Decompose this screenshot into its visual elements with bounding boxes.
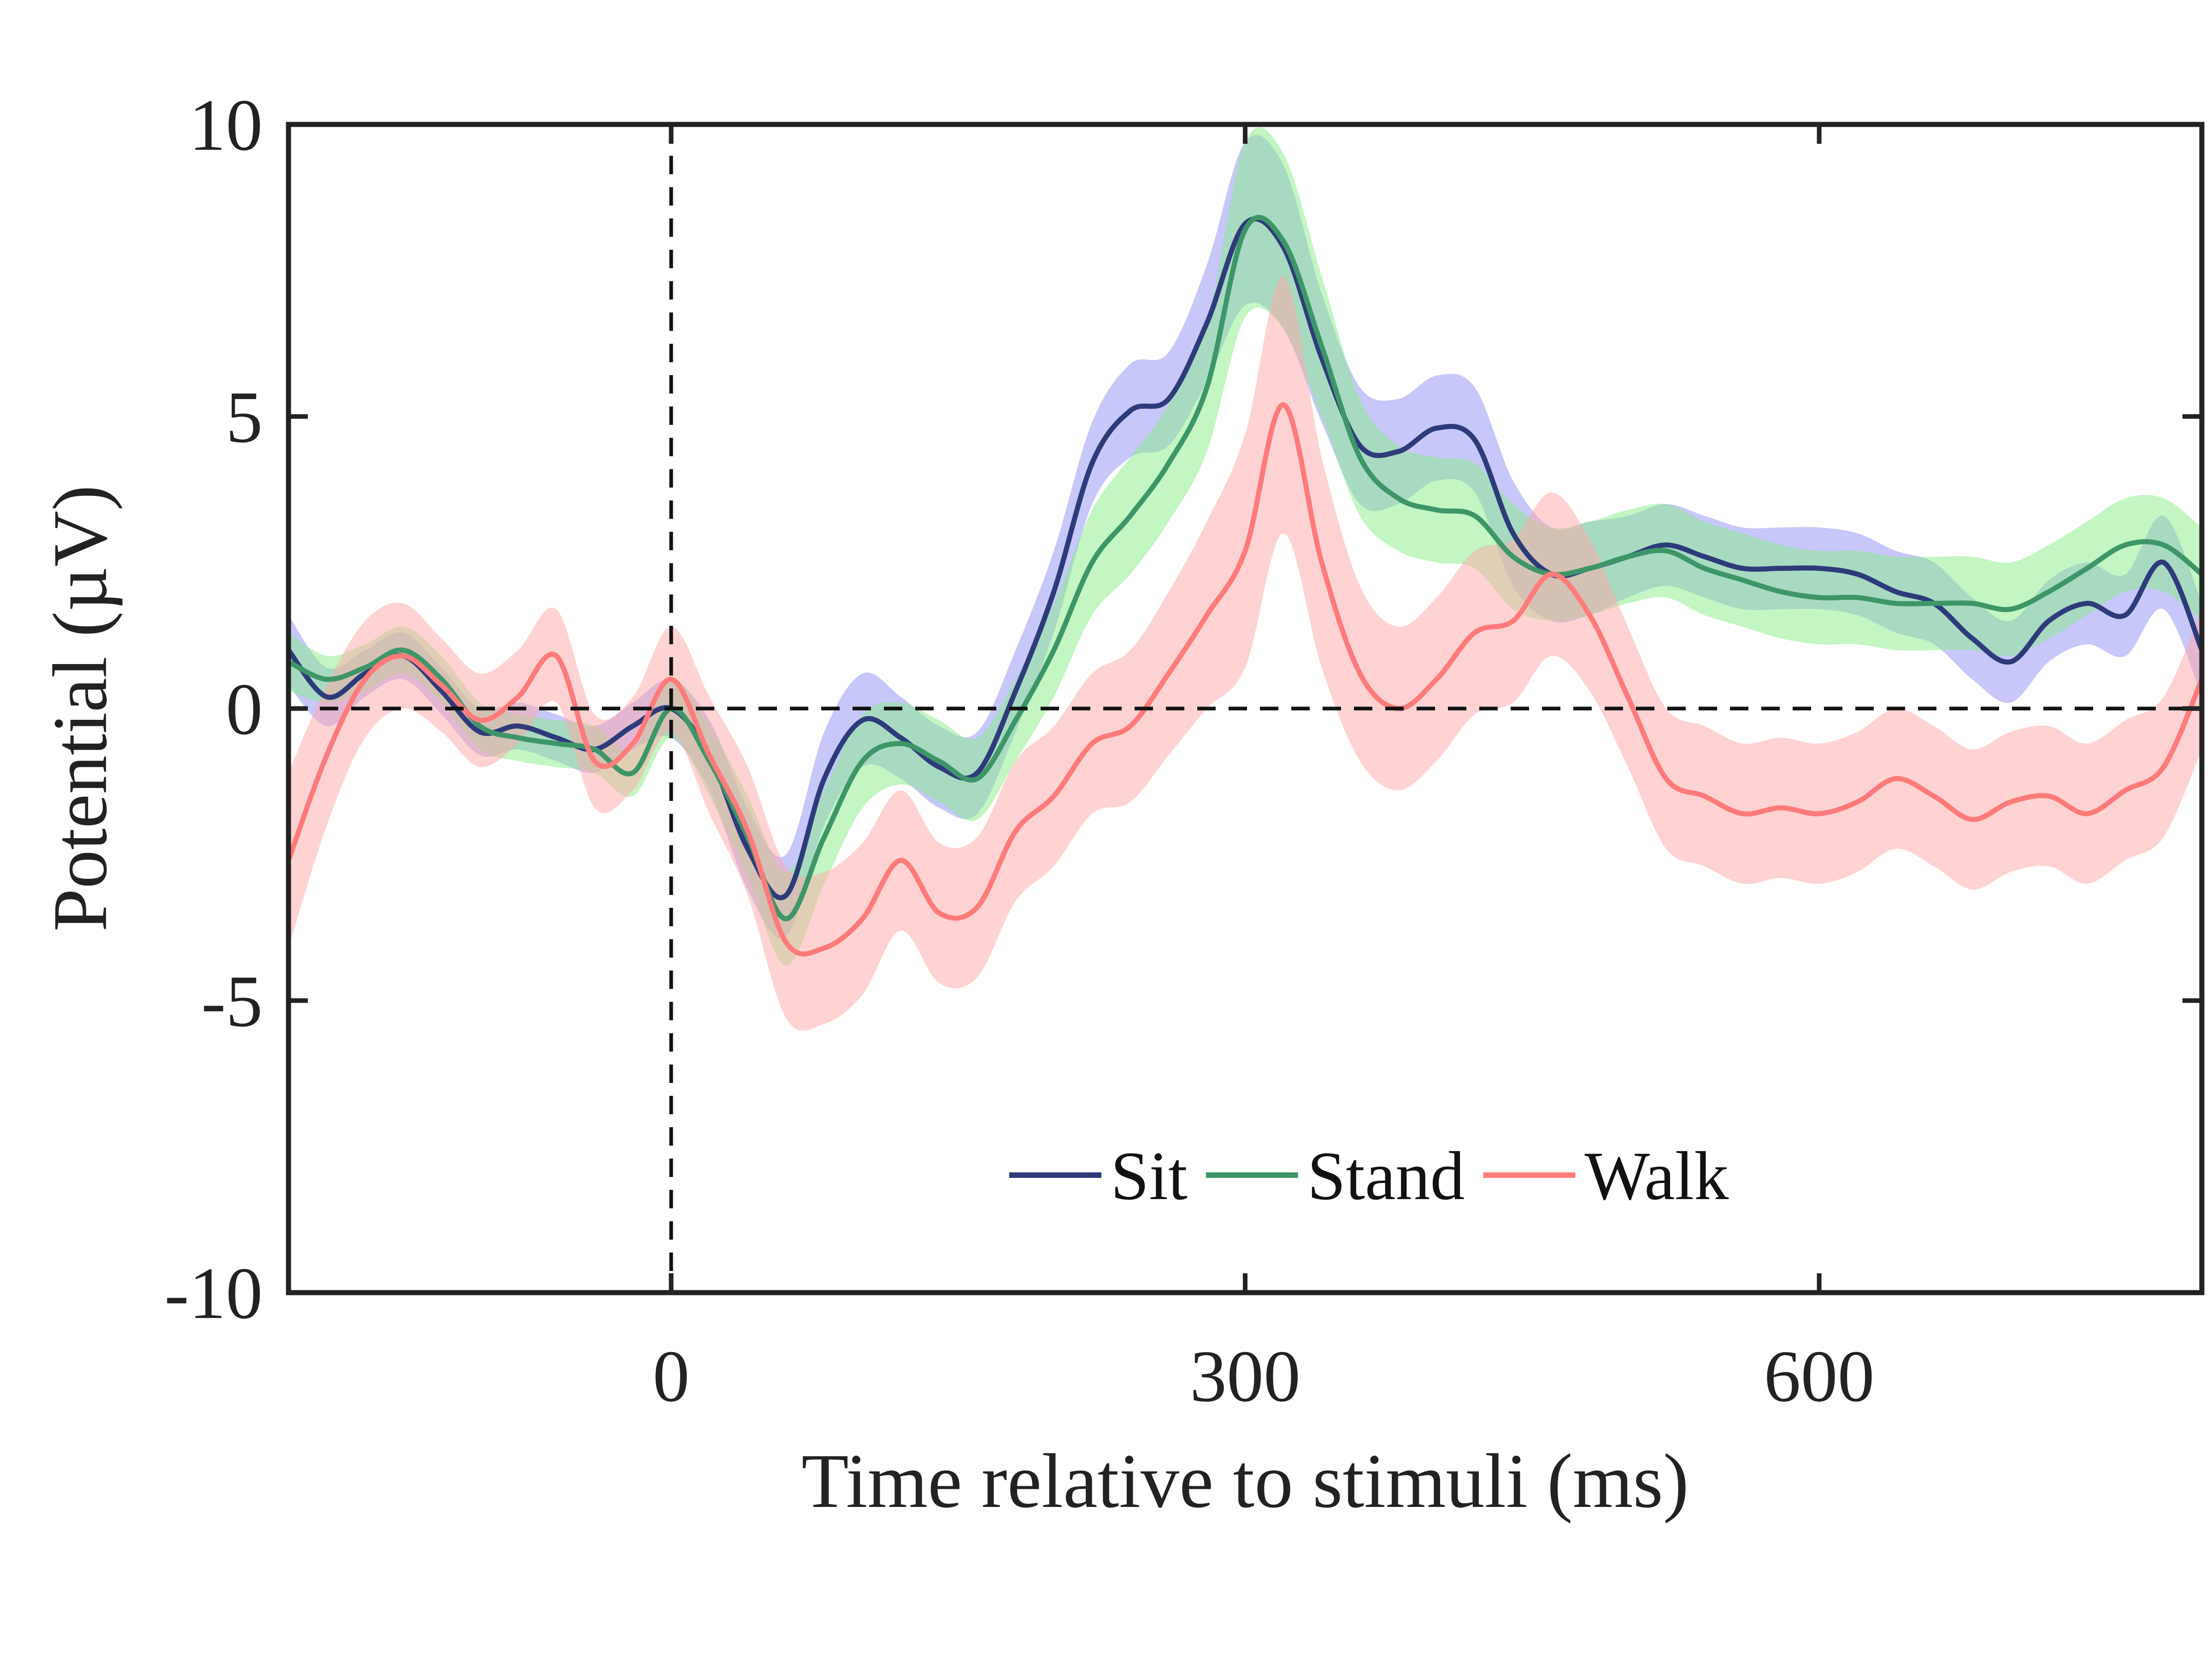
axis-ticks (288, 122, 2202, 1295)
x-tick-label: 300 (1190, 1335, 1300, 1417)
legend: Sit Stand Walk (1009, 1138, 1729, 1214)
y-tick-label: -10 (165, 1252, 263, 1334)
band-walk (288, 276, 2202, 1031)
y-tick-label: -5 (201, 960, 263, 1042)
y-tick-label: 0 (226, 668, 263, 750)
x-axis-title: Time relative to stimuli (ms) (801, 1438, 1689, 1524)
y-axis-title: Potential (µV) (37, 485, 123, 931)
line-stand (288, 215, 2202, 922)
band-stand (288, 127, 2202, 966)
x-tick-label: 0 (653, 1335, 689, 1417)
confidence-bands (288, 127, 2202, 1031)
legend-label-sit: Sit (1111, 1138, 1188, 1214)
reference-lines (288, 124, 2202, 1293)
legend-label-walk: Walk (1584, 1138, 1729, 1214)
x-tick-label: 600 (1764, 1335, 1875, 1417)
line-walk (288, 402, 2202, 957)
y-tick-label: 10 (189, 84, 263, 166)
legend-label-stand: Stand (1307, 1138, 1465, 1214)
tick-labels: 0 300 600 -10 -5 0 5 10 (165, 84, 1875, 1417)
line-sit (288, 216, 2202, 900)
y-tick-label: 5 (226, 376, 263, 458)
series-lines (288, 215, 2202, 957)
